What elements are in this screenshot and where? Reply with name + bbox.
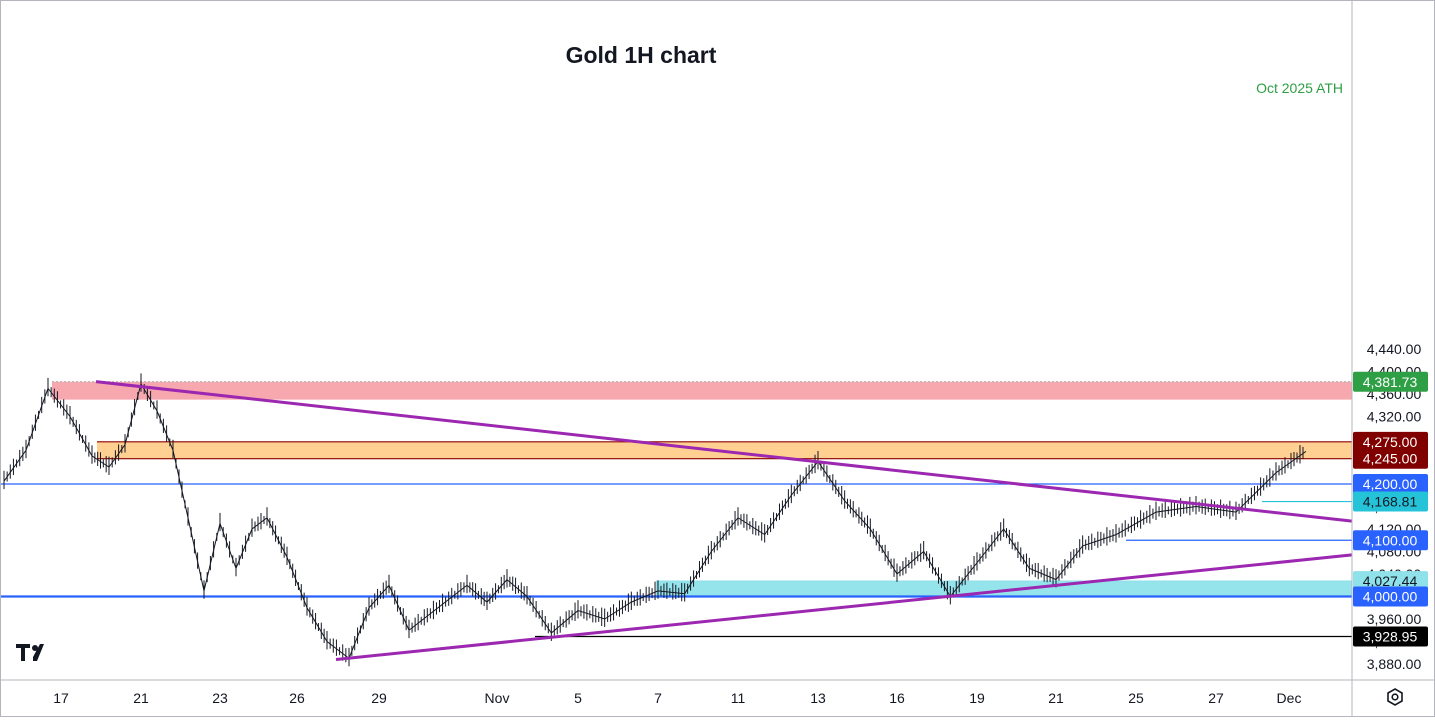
price-badge-label-0: 4,381.73 (1363, 374, 1418, 390)
trendline-ascending (335, 553, 1353, 661)
price-badge-0 (1353, 371, 1428, 392)
x-tick-label: 23 (212, 690, 228, 706)
trendline-descending (95, 380, 1353, 523)
zone-2 (656, 581, 1352, 597)
x-tick-label: 26 (289, 690, 305, 706)
price-series-line (3, 382, 1307, 660)
y-tick-label: 4,320.00 (1367, 409, 1422, 425)
x-tick-label: 5 (574, 690, 582, 706)
price-badge-label-7: 4,000.00 (1363, 589, 1418, 605)
chart-title: Gold 1H chart (566, 42, 717, 68)
price-badge-8 (1353, 626, 1428, 647)
price-badge-7 (1353, 586, 1428, 607)
badges-layer: 4,381.73 4,275.004,245.00 4,200.00 4,168.81… (1353, 371, 1428, 647)
price-badge-label-5: 4,100.00 (1363, 532, 1418, 548)
levels-layer (0, 381, 1352, 638)
price-badge-label-1: 4,275.00 (1363, 434, 1418, 450)
price-badge-label-2: 4,245.00 (1363, 451, 1418, 467)
settings-icon[interactable] (1387, 688, 1403, 706)
x-tick-label: 11 (731, 690, 746, 706)
trendlines-layer (95, 380, 1353, 661)
tradingview-logo (16, 644, 44, 661)
x-tick-label: Dec (1277, 690, 1302, 706)
price-badge-6 (1353, 571, 1428, 592)
x-tick-label: 21 (1048, 690, 1064, 706)
price-badge-4 (1353, 491, 1428, 512)
price-badge-label-4: 4,168.81 (1363, 494, 1418, 510)
price-layer (3, 373, 1307, 667)
price-badge-2 (1353, 448, 1428, 469)
x-tick-label: 25 (1128, 690, 1144, 706)
x-tick-label: 13 (810, 690, 826, 706)
x-tick-label: 16 (889, 690, 905, 706)
price-badge-3 (1353, 474, 1428, 494)
zone-0 (52, 381, 1352, 400)
price-badge-1 (1353, 431, 1428, 452)
price-badge-label-3: 4,200.00 (1363, 476, 1418, 492)
price-badge-5 (1353, 530, 1428, 551)
y-tick-label: 4,440.00 (1367, 341, 1422, 357)
y-tick-label: 3,880.00 (1367, 656, 1422, 672)
x-tick-label: Nov (485, 690, 510, 706)
price-badge-label-6: 4,027.44 (1363, 573, 1418, 589)
price-badge-label-8: 3,928.95 (1363, 628, 1418, 644)
ath-annotation: Oct 2025 ATH (1256, 80, 1343, 96)
x-tick-label: 7 (654, 690, 662, 706)
x-tick-label: 29 (371, 690, 387, 706)
x-tick-label: 17 (53, 690, 69, 706)
x-tick-label: 27 (1208, 690, 1224, 706)
y-tick-label: 3,960.00 (1367, 611, 1422, 627)
x-tick-label: 19 (969, 690, 985, 706)
x-tick-label: 21 (133, 690, 149, 706)
